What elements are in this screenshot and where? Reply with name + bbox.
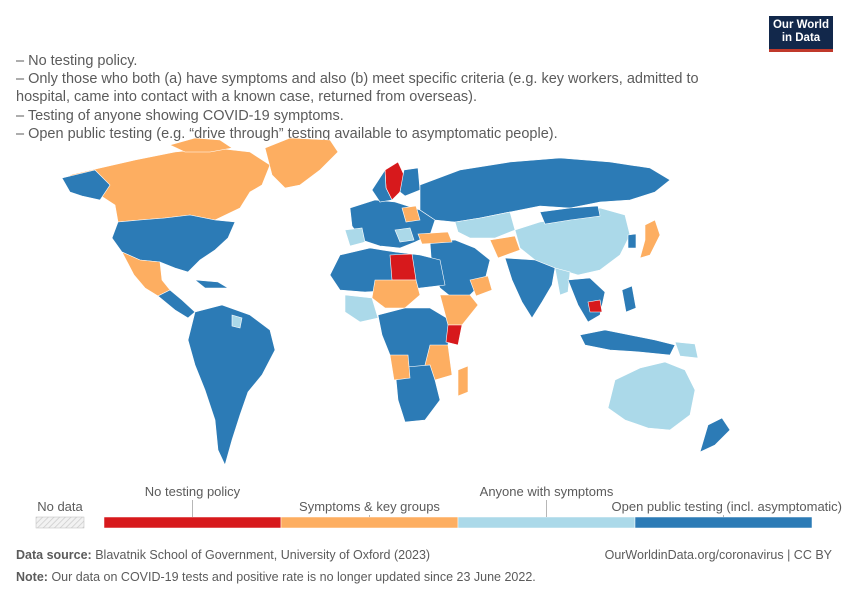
legend-label-1: Symptoms & key groups (299, 499, 440, 514)
legend-label-0: No testing policy (145, 484, 241, 499)
region-korea[interactable] (627, 233, 637, 249)
region-papua-new-guinea[interactable] (674, 341, 699, 359)
region-afghanistan[interactable] (489, 235, 521, 259)
map-description: – No testing policy. – Only those who bo… (16, 52, 736, 143)
world-map[interactable] (0, 130, 850, 475)
region-cambodia[interactable] (587, 299, 603, 313)
legend-label-3: Open public testing (incl. asymptomatic) (612, 499, 842, 514)
region-india[interactable] (504, 257, 556, 319)
region-australia[interactable] (607, 361, 696, 431)
region-iberia[interactable] (344, 227, 366, 247)
description-line-1: – No testing policy. (16, 53, 138, 69)
map-legend: No data No testing policy Symptoms & key g… (35, 484, 842, 529)
source-text[interactable]: Blavatnik School of Government, Universi… (95, 548, 431, 562)
region-alaska[interactable] (61, 169, 111, 201)
region-philippines[interactable] (621, 285, 637, 313)
data-source: Data source: Blavatnik School of Governm… (16, 548, 430, 562)
logo-line-2: in Data (781, 32, 821, 44)
note-text: Our data on COVID-19 tests and positive … (51, 570, 536, 584)
region-new-zealand[interactable] (699, 417, 731, 453)
region-greenland[interactable] (264, 137, 339, 189)
region-canada-islands[interactable] (169, 137, 233, 153)
region-caribbean[interactable] (194, 279, 230, 289)
note-label: Note: (16, 570, 48, 584)
region-balkans[interactable] (394, 227, 415, 243)
footnote: Note: Our data on COVID-19 tests and pos… (16, 570, 536, 584)
legend-swatch-2[interactable] (457, 516, 636, 529)
region-turkey[interactable] (417, 231, 453, 245)
region-kenya[interactable] (445, 324, 463, 346)
region-canada[interactable] (69, 147, 271, 223)
description-line-3: – Testing of anyone showing COVID-19 sym… (16, 107, 344, 124)
region-central-america[interactable] (157, 289, 196, 319)
description-line-2: – Only those who both (a) have symptoms … (16, 71, 699, 106)
region-horn-of-africa[interactable] (439, 294, 479, 326)
legend-swatch-1[interactable] (280, 516, 459, 529)
description-line-4: – Open public testing (e.g. “drive throu… (16, 125, 558, 142)
region-guyana[interactable] (231, 314, 243, 329)
region-kazakhstan[interactable] (454, 211, 516, 239)
region-angola[interactable] (389, 354, 411, 381)
region-west-africa[interactable] (344, 294, 379, 323)
legend-swatch-no-data[interactable] (35, 516, 85, 529)
region-norway[interactable] (371, 169, 393, 203)
legend-label-2: Anyone with symptoms (480, 484, 614, 499)
region-mongolia[interactable] (539, 205, 601, 225)
region-indonesia[interactable] (579, 329, 676, 356)
region-oman[interactable] (469, 275, 493, 297)
legend-swatch-0[interactable] (103, 516, 282, 529)
region-russia[interactable] (419, 157, 671, 223)
region-madagascar[interactable] (457, 365, 469, 397)
logo-line-1: Our World (772, 19, 829, 31)
legend-swatch-3[interactable] (634, 516, 813, 529)
region-southern-africa[interactable] (394, 364, 441, 423)
owid-logo[interactable]: Our World in Data (769, 16, 833, 52)
region-finland[interactable] (399, 167, 421, 197)
credit-link[interactable]: OurWorldinData.org/coronavirus | CC BY (604, 548, 832, 562)
region-libya[interactable] (389, 253, 417, 281)
region-japan[interactable] (639, 219, 661, 259)
region-eastern-europe[interactable] (401, 205, 421, 223)
region-sahel[interactable] (371, 279, 421, 309)
region-south-america[interactable] (187, 304, 276, 466)
legend-label-no-data: No data (37, 499, 83, 514)
region-myanmar[interactable] (554, 267, 571, 296)
source-label: Data source: (16, 548, 92, 562)
